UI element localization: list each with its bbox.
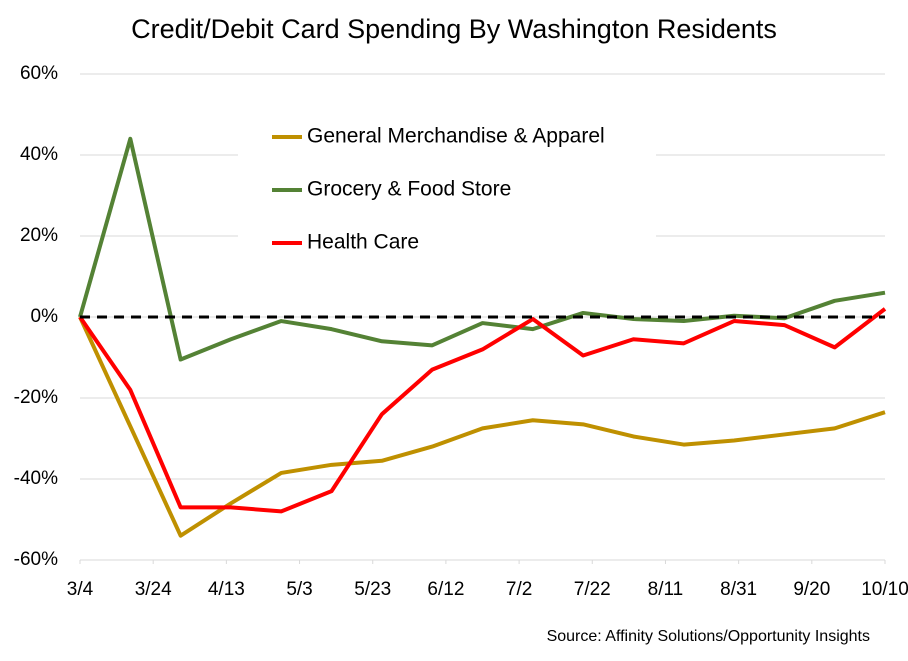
x-tick-label: 10/10: [861, 579, 908, 600]
y-tick-label: 20%: [20, 225, 58, 246]
axes: -60% -40% -20% 0% 20% 40% 60% 3/4 3/24 4/13 5/3 5/2…: [14, 63, 908, 600]
legend-box: [238, 105, 656, 275]
legend: General Merchandise & Apparel Grocery & F…: [238, 105, 656, 275]
y-tick-label: 60%: [20, 63, 58, 84]
x-tick-label: 5/3: [286, 579, 312, 600]
x-tick-label: 8/31: [720, 579, 757, 600]
lines: [78, 136, 887, 538]
x-tick-label: 6/12: [427, 579, 464, 600]
y-tick-label: -40%: [14, 468, 58, 489]
x-tick-label: 3/4: [67, 579, 94, 600]
x-tick-label: 9/20: [793, 579, 830, 600]
x-tick-label: 3/24: [135, 579, 172, 600]
x-tick-label: 5/23: [354, 579, 391, 600]
legend-label: Health Care: [307, 231, 419, 254]
x-tick-label: 7/22: [574, 579, 611, 600]
x-tick-label: 7/2: [506, 579, 532, 600]
series-line: [78, 307, 887, 514]
x-tick-label: 4/13: [208, 579, 245, 600]
chart-title: Credit/Debit Card Spending By Washington…: [131, 14, 777, 44]
y-tick-label: -60%: [14, 549, 58, 570]
legend-label: Grocery & Food Store: [307, 178, 511, 201]
legend-label: General Merchandise & Apparel: [307, 125, 605, 148]
y-tick-label: 0%: [31, 306, 59, 327]
y-tick-label: -20%: [14, 387, 58, 408]
source-note: Source: Affinity Solutions/Opportunity I…: [547, 628, 870, 645]
y-tick-label: 40%: [20, 144, 58, 165]
x-tick-label: 8/11: [648, 579, 684, 600]
series-line: [78, 316, 886, 538]
